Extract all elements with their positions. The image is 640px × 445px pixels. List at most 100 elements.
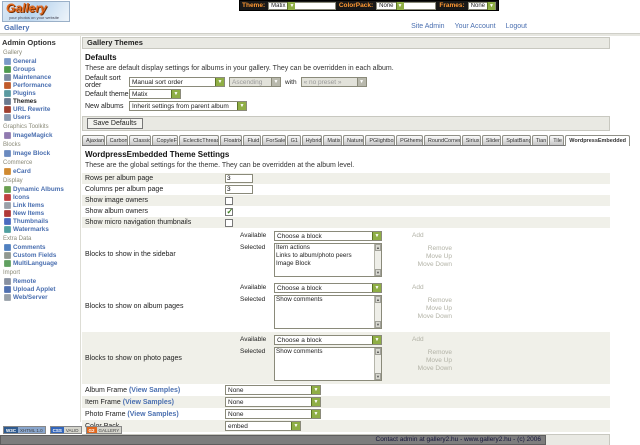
gallery-badge[interactable]: G2 GALLERY bbox=[85, 426, 123, 434]
block-action-link[interactable]: Move Down bbox=[417, 365, 452, 372]
theme-tab[interactable]: G1 bbox=[286, 135, 301, 145]
user-link[interactable]: Your Account bbox=[454, 23, 496, 30]
chevron-down-icon[interactable]: ▼ bbox=[237, 102, 246, 110]
theme-tab[interactable]: Nature bbox=[343, 135, 365, 145]
sidebar-item[interactable]: Custom Fields bbox=[2, 251, 79, 259]
theme-tab[interactable]: Tian bbox=[531, 135, 549, 145]
selected-blocks-listbox[interactable]: Show comments ▲ ▼ bbox=[274, 347, 382, 381]
theme-tab[interactable]: RoundCorners bbox=[423, 135, 461, 145]
theme-tab[interactable]: Fluid bbox=[243, 135, 262, 145]
chevron-down-icon[interactable]: ▼ bbox=[487, 1, 495, 10]
chevron-down-icon[interactable]: ▼ bbox=[291, 422, 300, 430]
selected-blocks-listbox[interactable]: Item actions Links to album/photo peers Im… bbox=[274, 243, 382, 277]
scroll-down-icon[interactable]: ▼ bbox=[375, 269, 381, 276]
css-badge[interactable]: CSS VALID bbox=[49, 426, 82, 434]
default-sort-order-select[interactable]: Manual sort order ▼ bbox=[129, 77, 225, 87]
chevron-down-icon[interactable]: ▼ bbox=[311, 386, 320, 394]
item-frame-select[interactable]: None ▼ bbox=[225, 397, 321, 407]
selected-block-option[interactable]: Item actions bbox=[276, 244, 310, 251]
chevron-down-icon[interactable]: ▼ bbox=[395, 1, 404, 10]
sidebar-item[interactable]: Comments bbox=[2, 243, 79, 251]
sidebar-item[interactable]: eCard bbox=[2, 167, 79, 175]
show-micro-nav-checkbox[interactable] bbox=[225, 218, 233, 227]
selected-block-option[interactable]: Show comments bbox=[276, 296, 323, 303]
block-action-link[interactable]: Remove bbox=[427, 349, 452, 356]
listbox-scrollbar[interactable]: ▲ ▼ bbox=[374, 244, 381, 276]
chevron-down-icon[interactable]: ▼ bbox=[372, 336, 381, 344]
sidebar-item[interactable]: Remote bbox=[2, 277, 79, 285]
available-block-select[interactable]: Choose a block ▼ bbox=[274, 335, 382, 345]
available-block-select[interactable]: Choose a block ▼ bbox=[274, 231, 382, 241]
album-frame-select[interactable]: None ▼ bbox=[225, 385, 321, 395]
add-block-link[interactable]: Add bbox=[412, 232, 424, 239]
breadcrumb[interactable]: Gallery bbox=[4, 23, 30, 32]
album-frame-view-samples-link[interactable]: (View Samples) bbox=[128, 386, 181, 394]
theme-tab[interactable]: Ajaxian bbox=[82, 135, 105, 145]
theme-tab[interactable]: Carbon bbox=[105, 135, 129, 145]
theme-tab[interactable]: Slider bbox=[481, 135, 502, 145]
chevron-down-icon[interactable]: ▼ bbox=[372, 232, 381, 240]
selected-block-option[interactable]: Image Block bbox=[276, 260, 311, 267]
chevron-down-icon[interactable]: ▼ bbox=[311, 410, 320, 418]
selected-block-option[interactable]: Show comments bbox=[276, 348, 323, 355]
sidebar-item[interactable]: Watermarks bbox=[2, 225, 79, 233]
sidebar-item[interactable]: Users bbox=[2, 113, 79, 121]
columns-per-page-input[interactable] bbox=[225, 185, 253, 194]
sidebar-item[interactable]: MultiLanguage bbox=[2, 259, 79, 267]
scroll-up-icon[interactable]: ▲ bbox=[375, 244, 381, 251]
theme-tab[interactable]: PGlightbox bbox=[365, 135, 396, 145]
theme-tab[interactable]: Tile bbox=[549, 135, 565, 145]
theme-tab[interactable]: PGtheme bbox=[396, 135, 423, 145]
available-block-select[interactable]: Choose a block ▼ bbox=[274, 283, 382, 293]
block-action-link[interactable]: Move Up bbox=[425, 357, 452, 364]
show-image-owners-checkbox[interactable] bbox=[225, 196, 233, 205]
chevron-down-icon[interactable]: ▼ bbox=[287, 1, 296, 10]
add-block-link[interactable]: Add bbox=[412, 336, 424, 343]
photo-frame-select[interactable]: None ▼ bbox=[225, 409, 321, 419]
sidebar-item[interactable]: New Items bbox=[2, 209, 79, 217]
sidebar-item[interactable]: Groups bbox=[2, 65, 79, 73]
theme-tab[interactable]: Floatrix bbox=[219, 135, 243, 145]
block-action-link[interactable]: Move Down bbox=[417, 313, 452, 320]
sidebar-item[interactable]: Themes bbox=[2, 97, 79, 105]
sidebar-item[interactable]: ImageMagick bbox=[2, 131, 79, 139]
sidebar-item[interactable]: Dynamic Albums bbox=[2, 185, 79, 193]
photo-frame-view-samples-link[interactable]: (View Samples) bbox=[127, 410, 179, 418]
theme-tab[interactable]: Siriux bbox=[461, 135, 481, 145]
sidebar-item[interactable]: General bbox=[2, 57, 79, 65]
theme-tab[interactable]: ForSale bbox=[262, 135, 286, 145]
block-action-link[interactable]: Remove bbox=[427, 297, 452, 304]
chevron-down-icon[interactable]: ▼ bbox=[171, 90, 180, 98]
add-block-link[interactable]: Add bbox=[412, 284, 424, 291]
sidebar-item[interactable]: Thumbnails bbox=[2, 217, 79, 225]
sidebar-item[interactable]: URL Rewrite bbox=[2, 105, 79, 113]
user-link[interactable]: Logout bbox=[505, 23, 527, 30]
block-action-link[interactable]: Move Up bbox=[425, 305, 452, 312]
xhtml-badge[interactable]: W3C XHTML 1.0 bbox=[3, 426, 46, 434]
new-albums-select[interactable]: Inherit settings from parent album ▼ bbox=[129, 101, 247, 111]
sidebar-item[interactable]: Plugins bbox=[2, 89, 79, 97]
sidebar-item[interactable]: Maintenance bbox=[2, 73, 79, 81]
theme-tab[interactable]: CopyleFt bbox=[152, 135, 179, 145]
theme-selector[interactable]: Matix ▼ bbox=[268, 1, 336, 10]
block-action-link[interactable]: Move Down bbox=[417, 261, 452, 268]
selected-blocks-listbox[interactable]: Show comments ▲ ▼ bbox=[274, 295, 382, 329]
chevron-down-icon[interactable]: ▼ bbox=[372, 284, 381, 292]
block-action-link[interactable]: Move Up bbox=[425, 253, 452, 260]
theme-tab[interactable]: Hybrid bbox=[301, 135, 323, 145]
sidebar-item[interactable]: Link Items bbox=[2, 201, 79, 209]
theme-tab[interactable]: SplatBang bbox=[502, 135, 531, 145]
frames-selector[interactable]: None ▼ bbox=[467, 1, 496, 10]
save-defaults-button[interactable]: Save Defaults bbox=[87, 118, 143, 129]
colorpack-selector[interactable]: None ▼ bbox=[376, 1, 437, 10]
sidebar-item[interactable]: Web/Server bbox=[2, 293, 79, 301]
listbox-scrollbar[interactable]: ▲ ▼ bbox=[374, 296, 381, 328]
item-frame-view-samples-link[interactable]: (View Samples) bbox=[122, 398, 174, 406]
theme-tab[interactable]: WordpressEmbedded bbox=[565, 135, 630, 146]
show-album-owners-checkbox[interactable] bbox=[225, 207, 233, 216]
block-action-link[interactable]: Remove bbox=[427, 245, 452, 252]
scroll-down-icon[interactable]: ▼ bbox=[375, 373, 381, 380]
sidebar-item[interactable]: Performance bbox=[2, 81, 79, 89]
user-link[interactable]: Site Admin bbox=[411, 23, 445, 30]
scroll-down-icon[interactable]: ▼ bbox=[375, 321, 381, 328]
